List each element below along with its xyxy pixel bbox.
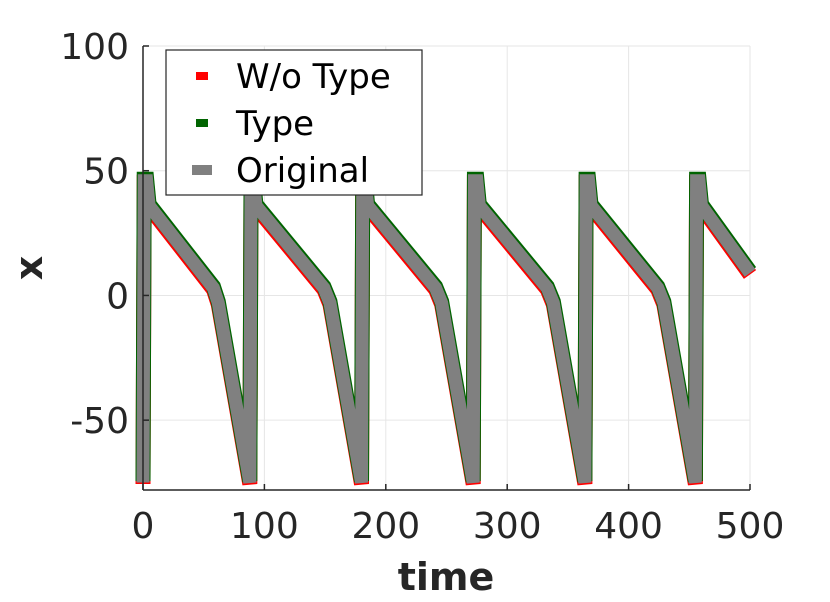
plot-lines xyxy=(135,171,757,486)
legend-label: W/o Type xyxy=(236,57,391,97)
x-axis-label: time xyxy=(398,555,495,599)
series-line-2 xyxy=(136,174,756,484)
x-tick-label: 0 xyxy=(132,506,155,547)
x-tick-label: 300 xyxy=(473,506,542,547)
y-tick-label: 100 xyxy=(60,27,129,68)
legend-label: Original xyxy=(236,151,369,191)
x-tick-label: 500 xyxy=(716,506,785,547)
legend: W/o Type Type Original xyxy=(165,49,423,196)
y-tick-labels: -50 0 50 100 xyxy=(60,27,129,442)
legend-swatch xyxy=(192,165,212,175)
x-tick-label: 100 xyxy=(230,506,299,547)
y-axis-label: x xyxy=(7,256,51,281)
x-tick-label: 200 xyxy=(351,506,420,547)
x-tick-labels: 0 100 200 300 400 500 xyxy=(132,506,785,547)
y-tick-label: -50 xyxy=(70,401,129,442)
axes xyxy=(142,45,751,491)
legend-swatch xyxy=(196,119,208,127)
y-tick-label: 0 xyxy=(106,276,129,317)
x-tick-label: 400 xyxy=(594,506,663,547)
y-tick-label: 50 xyxy=(83,152,129,193)
legend-swatch xyxy=(196,72,208,80)
legend-label: Type xyxy=(235,104,314,144)
